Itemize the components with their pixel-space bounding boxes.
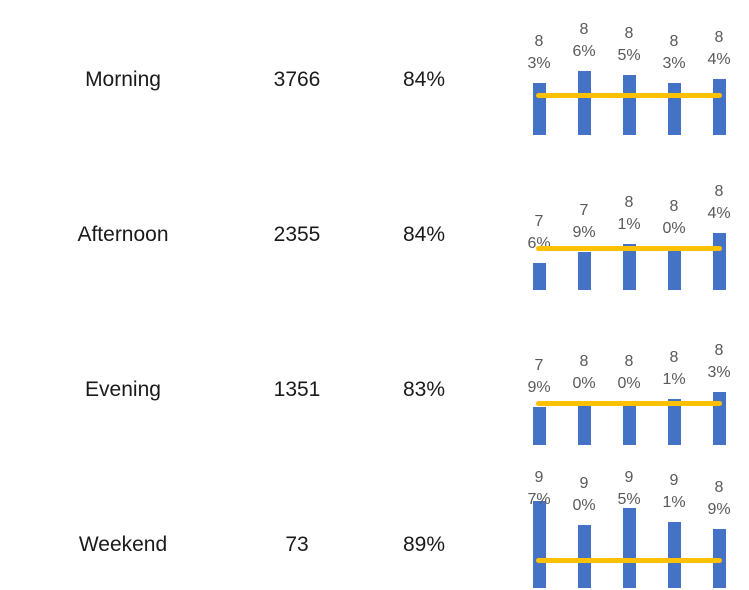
target-line (536, 557, 722, 563)
bar (667, 248, 681, 290)
bar (667, 399, 681, 445)
target-line (536, 400, 722, 406)
bar (712, 79, 726, 135)
bar (712, 391, 726, 445)
percent: 84% (402, 68, 446, 91)
data-label: 84% (707, 29, 731, 68)
data-label: 81% (662, 349, 686, 389)
bar (532, 501, 546, 588)
data-label: 79% (527, 356, 551, 396)
data-label: 80% (617, 353, 641, 393)
data-label: 90% (572, 475, 596, 515)
data-label: 80% (572, 353, 596, 393)
bar (532, 83, 546, 135)
data-label: 80% (662, 198, 686, 238)
bar (712, 232, 726, 290)
bar (622, 508, 636, 588)
data-label: 91% (662, 471, 686, 511)
row-label: Evening (85, 378, 161, 401)
row-label: Morning (85, 68, 161, 91)
bar (577, 71, 591, 135)
data-label: 84% (707, 182, 731, 222)
bar (622, 403, 636, 445)
data-label: 95% (617, 469, 641, 508)
data-label: 83% (707, 341, 731, 381)
data-label: 81% (617, 194, 641, 234)
data-label: 85% (617, 25, 641, 64)
bar (532, 406, 546, 445)
percent: 89% (402, 533, 446, 556)
bar (532, 263, 546, 290)
data-label: 79% (572, 201, 596, 241)
bar (577, 525, 591, 588)
count: 73 (285, 533, 309, 556)
bar (622, 75, 636, 135)
count: 3766 (273, 68, 321, 91)
bar (622, 244, 636, 290)
data-label: 97% (527, 469, 551, 508)
bar (577, 403, 591, 445)
target-line (536, 92, 722, 98)
data-label: 83% (662, 33, 686, 72)
count: 1351 (273, 378, 321, 401)
target-line (536, 245, 722, 251)
row-label: Afternoon (77, 223, 169, 246)
bar (667, 521, 681, 588)
row-label: Weekend (78, 533, 168, 556)
data-label: 86% (572, 21, 596, 60)
data-label: 89% (707, 478, 731, 518)
count: 2355 (273, 223, 321, 246)
bar (667, 83, 681, 135)
bar (577, 251, 591, 290)
data-label: 83% (527, 33, 551, 72)
percent: 84% (402, 223, 446, 246)
percent: 83% (402, 378, 446, 401)
